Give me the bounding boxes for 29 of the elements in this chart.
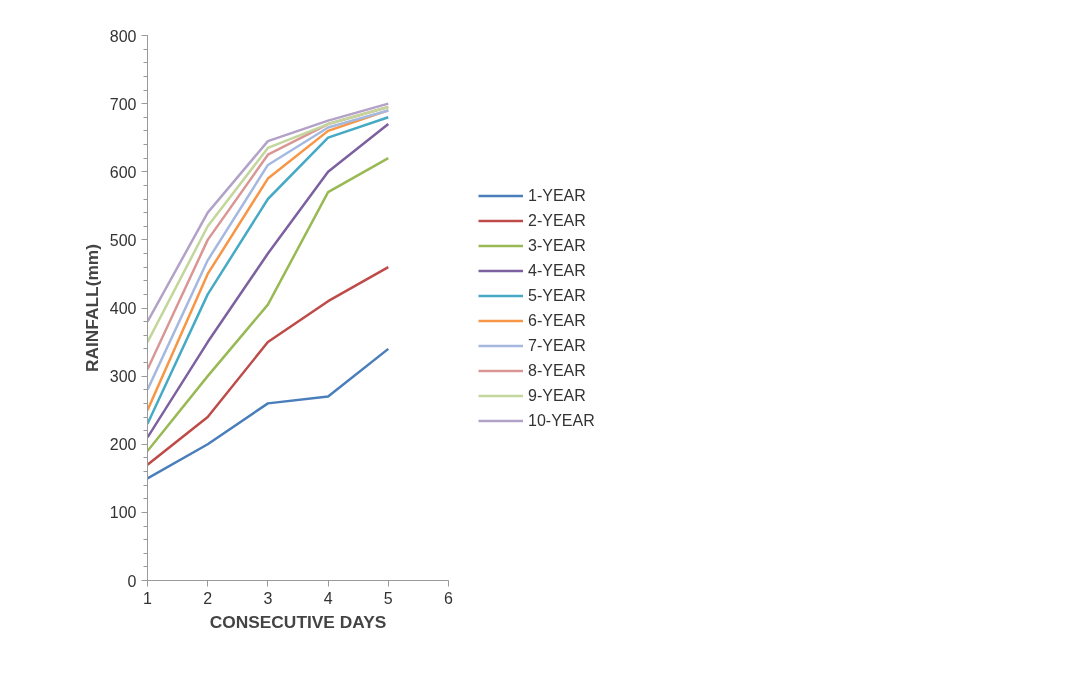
legend-label: 10-YEAR <box>528 411 595 429</box>
x-axis-title: CONSECUTIVE DAYS <box>209 611 387 632</box>
legend-label: 6-YEAR <box>528 311 586 329</box>
y-tick-label: 600 <box>109 163 137 181</box>
y-tick-label: 100 <box>109 504 137 522</box>
line-series <box>147 265 390 466</box>
legend-label: 8-YEAR <box>528 361 586 379</box>
legend-label: 9-YEAR <box>528 386 586 404</box>
y-tick-label: 700 <box>109 95 137 113</box>
x-tick-label: 6 <box>444 589 454 607</box>
y-tick-label: 800 <box>109 27 137 45</box>
legend-label: 2-YEAR <box>528 211 586 229</box>
y-tick-label: 300 <box>109 368 137 386</box>
legend-label: 7-YEAR <box>528 336 586 354</box>
legend-label: 5-YEAR <box>528 286 586 304</box>
x-tick-label: 5 <box>383 589 393 607</box>
x-tick-label: 3 <box>263 589 273 607</box>
y-tick-label: 500 <box>109 231 137 249</box>
y-tick-label: 200 <box>109 436 137 454</box>
x-tick-label: 4 <box>323 589 333 607</box>
y-tick-label: 400 <box>109 300 137 317</box>
y-tick-label: 0 <box>127 572 137 590</box>
x-tick-label: 1 <box>143 589 153 607</box>
line-series <box>147 347 390 480</box>
y-axis-title: RAINFALL(mm) <box>81 243 102 373</box>
legend-label: 3-YEAR <box>528 236 586 254</box>
x-tick-label: 2 <box>203 589 213 607</box>
legend-label: 1-YEAR <box>528 186 586 204</box>
legend-label: 4-YEAR <box>528 261 586 279</box>
